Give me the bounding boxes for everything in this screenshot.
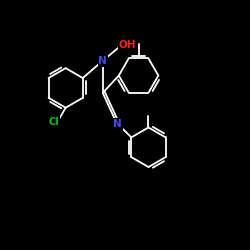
Text: N: N xyxy=(98,56,107,66)
Text: Cl: Cl xyxy=(48,117,59,127)
Text: N: N xyxy=(113,119,122,129)
Text: OH: OH xyxy=(119,40,136,50)
